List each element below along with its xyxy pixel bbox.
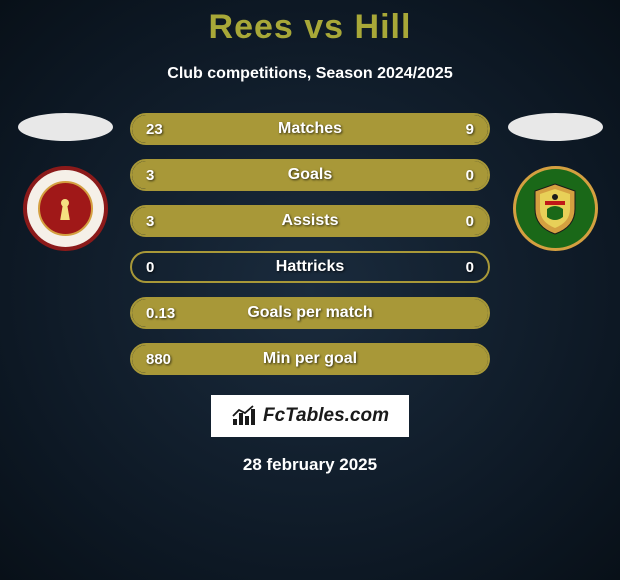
stat-value-right: 9 [466, 121, 474, 138]
stat-bar: 3 Assists 0 [130, 205, 490, 237]
stat-value-right: 0 [466, 259, 474, 276]
stat-bar: 3 Goals 0 [130, 159, 490, 191]
stat-value-left: 23 [146, 121, 163, 138]
stats-column: 23 Matches 9 3 Goals 0 3 Assists 0 0 Hattricks 0 0.1… [130, 113, 490, 375]
chart-icon [231, 405, 257, 427]
title: Rees vs Hill [209, 8, 412, 47]
stat-label: Assists [282, 212, 339, 230]
stat-value-left: 880 [146, 351, 171, 368]
brand-text: FcTables.com [263, 405, 389, 427]
stat-label: Goals per match [247, 304, 372, 322]
stat-value-right: 0 [466, 167, 474, 184]
stat-value-left: 3 [146, 167, 154, 184]
comparison-card: Rees vs Hill Club competitions, Season 2… [0, 0, 620, 475]
date-label: 28 february 2025 [243, 455, 377, 475]
stat-value-left: 0.13 [146, 305, 175, 322]
archer-icon [55, 196, 75, 221]
stat-label: Hattricks [276, 258, 344, 276]
left-player-col [10, 113, 120, 251]
stat-bar: 0.13 Goals per match [130, 297, 490, 329]
brand-box[interactable]: FcTables.com [211, 395, 409, 437]
stat-fill-left [132, 115, 388, 143]
right-player-col [500, 113, 610, 251]
stat-label: Goals [288, 166, 332, 184]
main-row: 23 Matches 9 3 Goals 0 3 Assists 0 0 Hattricks 0 0.1… [0, 113, 620, 375]
player-silhouette-left [18, 113, 113, 141]
stat-value-left: 0 [146, 259, 154, 276]
stat-bar: 23 Matches 9 [130, 113, 490, 145]
player-silhouette-right [508, 113, 603, 141]
shield-icon [525, 179, 585, 239]
stat-value-right: 0 [466, 213, 474, 230]
subtitle: Club competitions, Season 2024/2025 [167, 65, 452, 83]
club-badge-left-inner [38, 181, 93, 236]
club-badge-right [513, 166, 598, 251]
stat-value-left: 3 [146, 213, 154, 230]
stat-label: Min per goal [263, 350, 357, 368]
stat-label: Matches [278, 120, 342, 138]
stat-bar: 0 Hattricks 0 [130, 251, 490, 283]
club-badge-left [23, 166, 108, 251]
stat-bar: 880 Min per goal [130, 343, 490, 375]
